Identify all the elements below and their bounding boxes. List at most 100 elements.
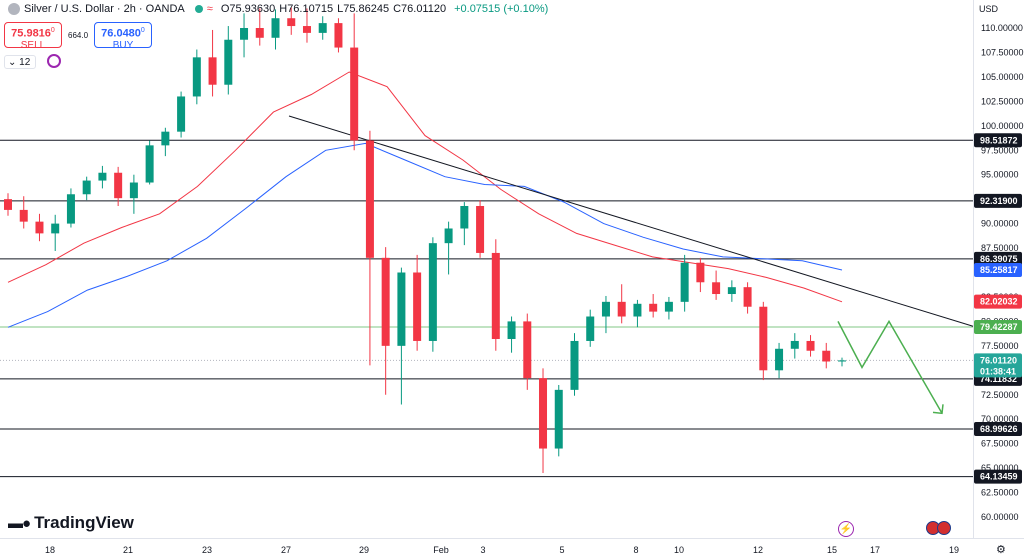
y-tick-label: 97.50000: [981, 145, 1019, 155]
y-tick-label: 67.50000: [981, 439, 1019, 449]
y-tick-label: 110.00000: [981, 23, 1023, 33]
candle-body: [680, 262, 689, 302]
x-tick-label: 29: [359, 545, 369, 555]
candle-body: [334, 23, 343, 48]
ohlc-low: L75.86245: [337, 3, 390, 15]
x-tick-label: 23: [202, 545, 212, 555]
y-tick-label: 102.50000: [981, 96, 1024, 106]
lightning-icon[interactable]: ⚡: [838, 521, 854, 537]
candle-body: [224, 39, 233, 85]
candle-body: [790, 340, 799, 349]
candle-body: [507, 321, 516, 340]
candle-body: [381, 257, 390, 346]
level-tag: [974, 469, 1022, 484]
price-tags: 98.51872 92.31900 86.39075 74.11832 68.99626…: [974, 133, 1022, 484]
candle-body: [617, 301, 626, 317]
ma-blue-tag: [974, 262, 1022, 277]
y-tick-label: 62.50000: [981, 488, 1019, 498]
candle-body: [318, 23, 327, 33]
candle-body: [114, 172, 123, 199]
candle-body: [759, 306, 768, 371]
sell-button[interactable]: 75.98160 SELL: [4, 22, 62, 51]
logo-text: TradingView: [34, 513, 134, 532]
candle-body: [806, 340, 815, 351]
candle-body: [4, 199, 12, 210]
green-level-tag: [974, 320, 1022, 335]
currency-label[interactable]: USD: [979, 4, 999, 14]
candle-body: [98, 172, 107, 181]
horizontal-levels[interactable]: [0, 139, 973, 478]
y-tick-label: 90.00000: [981, 219, 1019, 229]
x-tick-label: 3: [480, 545, 485, 555]
x-tick-label: 15: [827, 545, 837, 555]
buy-button[interactable]: 76.04800 BUY: [94, 22, 152, 51]
ohlc-change: +0.07515 (+0.10%): [454, 3, 549, 15]
level-tag: [974, 133, 1022, 148]
candle-body: [302, 26, 311, 33]
candles: [4, 7, 846, 473]
level-tag-label: 64.13459: [980, 472, 1018, 482]
x-tick-label: Feb: [433, 545, 449, 555]
projection-path[interactable]: [837, 319, 944, 415]
level-tag-label: 92.31900: [980, 196, 1018, 206]
current-price-label: 76.01120: [980, 355, 1017, 365]
candle-body: [476, 205, 485, 253]
sync-icon[interactable]: [47, 54, 61, 68]
interval-dropdown[interactable]: ⌄ 12: [4, 55, 36, 69]
candle-body: [397, 272, 406, 346]
candle-body: [177, 96, 186, 132]
y-tick-label: 72.50000: [981, 390, 1019, 400]
ma-blue-tag-label: 85.25817: [980, 265, 1018, 275]
candle-body: [743, 287, 752, 307]
ohlc-high: H76.10715: [279, 3, 334, 15]
candle-body: [838, 360, 846, 362]
sell-price: 75.9816: [11, 27, 51, 40]
symbol-title[interactable]: Silver / U.S. Dollar · 2h · OANDA: [24, 3, 185, 15]
level-tag: [974, 422, 1022, 437]
candle-body: [822, 350, 831, 362]
level-tag-label: 86.39075: [980, 254, 1018, 264]
candle-body: [350, 47, 359, 141]
candle-body: [664, 301, 673, 312]
candle-body: [428, 243, 437, 341]
candle-body: [192, 57, 201, 97]
candle-body: [460, 205, 469, 229]
candle-body: [696, 262, 705, 283]
y-tick-label: 65.00000: [981, 463, 1019, 473]
candle-body: [51, 223, 60, 234]
time-axis[interactable]: 18 21 23 27 29 Feb 3 5 8 10 12 15 17 19: [45, 545, 959, 555]
candle-body: [775, 348, 784, 371]
trendline-line: [288, 115, 974, 327]
level-tag: [974, 251, 1022, 266]
ohlc-close: C76.01120: [393, 3, 447, 15]
level-tag-label: 74.11832: [980, 374, 1017, 384]
candle-body: [365, 140, 374, 258]
projection-line: [837, 319, 943, 414]
y-tick-label: 87.50000: [981, 243, 1019, 253]
buy-label: BUY: [112, 40, 134, 52]
ma-red-tag: [974, 294, 1022, 309]
us-flag-icon-2[interactable]: [937, 521, 951, 535]
x-tick-label: 10: [674, 545, 684, 555]
y-tick-label: 60.00000: [981, 512, 1019, 522]
candle-body: [539, 378, 548, 449]
ohlc-open: O75.93630: [220, 3, 276, 15]
x-tick-label: 5: [559, 545, 564, 555]
settings-gear-icon[interactable]: ⚙: [996, 544, 1006, 556]
chart-header: Silver / U.S. Dollar · 2h · OANDA ≈ O75.…: [8, 3, 548, 15]
tradingview-logo[interactable]: ▬● TradingView: [8, 513, 134, 533]
y-tick-label: 95.00000: [981, 170, 1019, 180]
market-open-icon: [194, 5, 203, 13]
countdown-label: 01:38:41: [980, 366, 1016, 376]
green-level-tag-label: 79.42287: [980, 322, 1018, 332]
spread-value: 664.0: [68, 31, 89, 40]
current-price-tag: [974, 353, 1022, 378]
y-tick-label: 77.50000: [981, 341, 1019, 351]
buy-price: 76.0480: [101, 27, 141, 40]
ma-red-tag-label: 82.02032: [980, 297, 1018, 307]
trendline[interactable]: [288, 115, 974, 327]
level-tag-label: 98.51872: [980, 135, 1018, 145]
candle-body: [66, 194, 75, 224]
y-tick-label: 107.50000: [981, 47, 1024, 57]
